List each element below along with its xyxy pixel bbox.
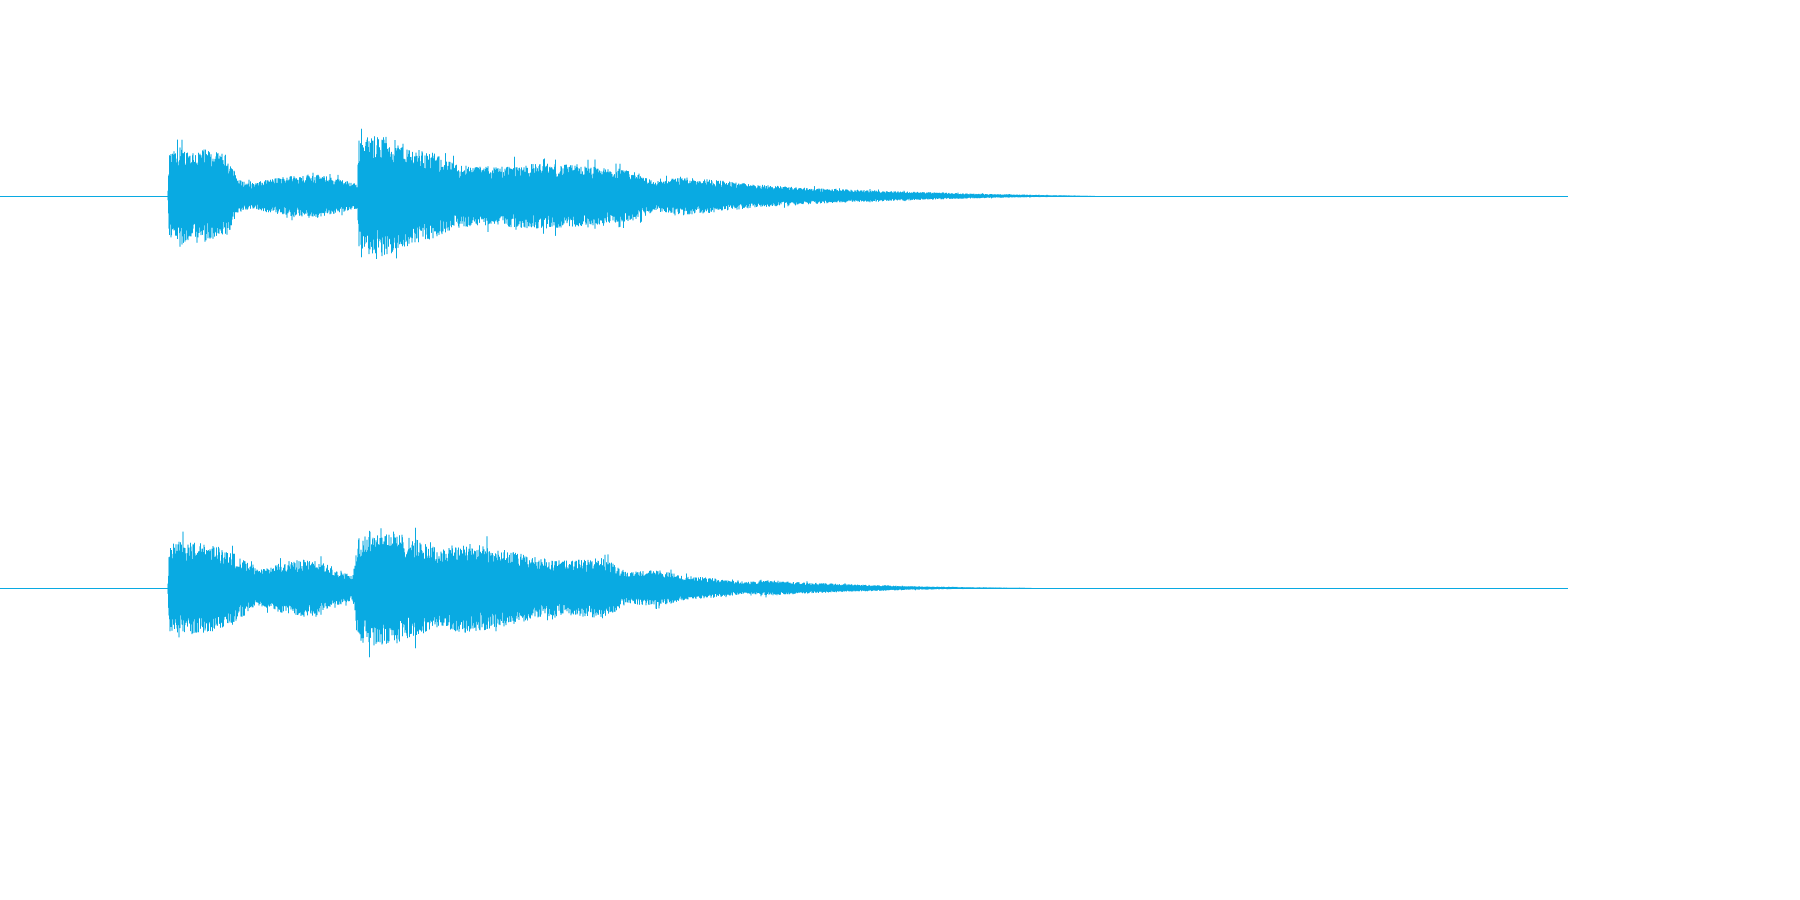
waveform-svg — [0, 128, 1568, 658]
channel-1 — [0, 128, 1568, 259]
channel-1-waveform — [167, 128, 1096, 259]
channel-2 — [0, 527, 1568, 658]
channel-2-waveform — [167, 527, 1032, 658]
waveform-display — [0, 128, 1568, 658]
